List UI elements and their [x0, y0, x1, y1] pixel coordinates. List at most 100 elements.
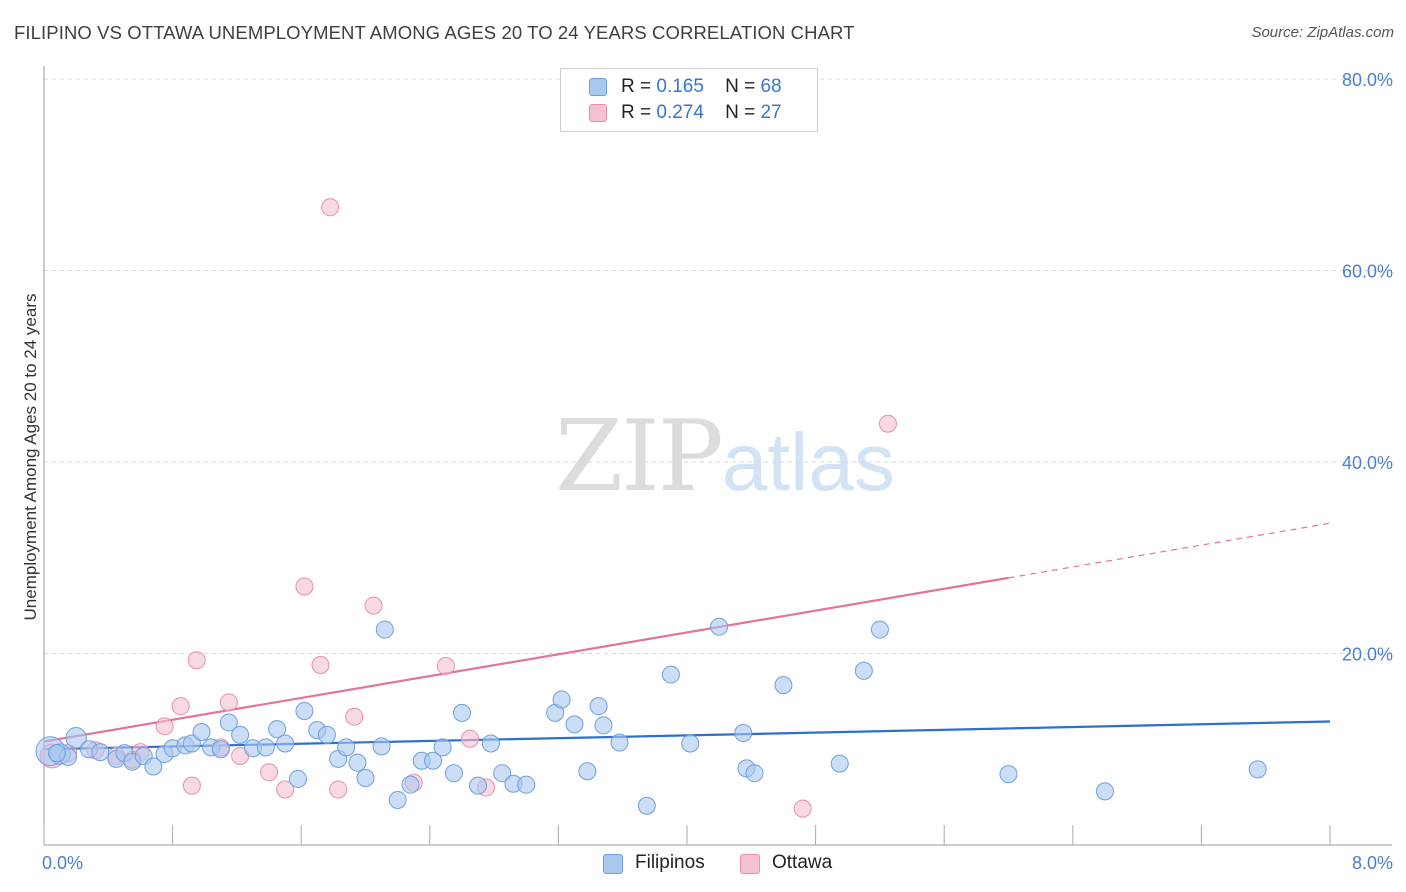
x-tick-label: 0.0%	[42, 853, 83, 873]
point-filipinos	[469, 776, 488, 795]
tick-labels: 20.0% 40.0% 60.0% 80.0% 0.0% 8.0%	[42, 70, 1393, 873]
point-filipinos	[999, 765, 1018, 784]
point-filipinos	[91, 743, 110, 762]
legend-n-value-filipinos: 68	[760, 76, 782, 97]
point-filipinos	[1248, 760, 1267, 779]
point-filipinos	[589, 697, 608, 716]
legend-n-label: N =	[725, 102, 756, 123]
point-filipinos	[295, 701, 314, 720]
point-filipinos	[452, 703, 471, 722]
point-filipinos	[745, 764, 764, 783]
point-filipinos	[192, 723, 211, 742]
bottom-legend-label-ottawa: Ottawa	[772, 852, 833, 873]
point-filipinos	[182, 734, 201, 753]
point-filipinos	[493, 764, 512, 783]
bottom-swatch-filipinos	[603, 854, 623, 874]
point-filipinos	[481, 734, 500, 753]
point-filipinos	[348, 753, 367, 772]
point-filipinos	[424, 751, 443, 770]
point-filipinos	[637, 796, 656, 815]
legend-swatch-ottawa	[589, 104, 607, 122]
point-filipinos	[231, 725, 250, 744]
y-tick-label: 40.0%	[1342, 453, 1393, 473]
y-tick-label: 80.0%	[1342, 70, 1393, 90]
point-filipinos	[661, 665, 680, 684]
point-filipinos	[356, 768, 375, 787]
trend-line-ottawa	[43, 576, 1009, 743]
point-filipinos	[565, 715, 584, 734]
point-filipinos	[317, 725, 336, 744]
point-filipinos	[288, 769, 307, 788]
data-points	[35, 198, 1267, 818]
point-ottawa	[460, 729, 479, 748]
point-ottawa	[187, 651, 206, 670]
point-ottawa	[878, 414, 897, 433]
point-filipinos	[256, 738, 275, 757]
point-filipinos	[388, 790, 407, 809]
point-filipinos	[276, 734, 295, 753]
point-ottawa	[793, 799, 812, 818]
point-ottawa	[345, 707, 364, 726]
point-filipinos	[268, 720, 287, 739]
y-axis-label: Unemployment Among Ages 20 to 24 years	[21, 294, 40, 621]
x-tick-label: 8.0%	[1352, 853, 1393, 873]
point-filipinos	[444, 764, 463, 783]
trend-lines	[43, 522, 1331, 751]
point-filipinos	[517, 775, 536, 794]
y-tick-label: 60.0%	[1342, 262, 1393, 282]
point-ottawa	[321, 198, 340, 217]
watermark-zip: ZIP	[555, 400, 724, 514]
point-filipinos	[372, 737, 391, 756]
point-filipinos	[65, 727, 87, 749]
point-filipinos	[594, 716, 613, 735]
chart-title: FILIPINO VS OTTAWA UNEMPLOYMENT AMONG AG…	[14, 22, 855, 43]
source-label: Source: ZipAtlas.com	[1251, 24, 1394, 41]
point-ottawa	[295, 577, 314, 596]
grid-lines	[44, 78, 1392, 654]
legend-r-label: R =	[621, 76, 652, 97]
point-ottawa	[219, 693, 238, 712]
legend-n-label: N =	[725, 76, 756, 97]
legend-r-value-filipinos: 0.165	[656, 76, 704, 97]
axes	[43, 66, 1392, 846]
correlation-legend: R = 0.165 N = 68 R = 0.274 N = 27	[560, 68, 818, 132]
legend-n-value-ottawa: 27	[760, 102, 782, 123]
trend-line-ottawa-projection	[1008, 522, 1331, 579]
legend-r-label: R =	[621, 102, 652, 123]
point-filipinos	[830, 754, 849, 773]
legend-swatch-filipinos	[589, 78, 607, 96]
point-filipinos	[144, 757, 163, 776]
point-filipinos	[552, 690, 571, 709]
bottom-swatch-ottawa	[740, 854, 760, 874]
point-filipinos	[681, 734, 700, 753]
point-ottawa	[276, 780, 295, 799]
watermark: ZIPatlas	[555, 400, 895, 514]
point-filipinos	[578, 762, 597, 781]
bottom-legend-label-filipinos: Filipinos	[635, 852, 705, 873]
point-ottawa	[364, 596, 383, 615]
point-ottawa	[436, 656, 455, 675]
y-tick-label: 20.0%	[1342, 645, 1393, 665]
point-filipinos	[870, 620, 889, 639]
point-filipinos	[47, 744, 66, 763]
legend-r-value-ottawa: 0.274	[656, 102, 704, 123]
point-filipinos	[337, 738, 356, 757]
point-ottawa	[182, 776, 201, 795]
point-filipinos	[1095, 782, 1114, 801]
point-filipinos	[710, 617, 729, 636]
point-filipinos	[734, 723, 753, 742]
point-filipinos	[375, 620, 394, 639]
point-filipinos	[854, 661, 873, 680]
point-ottawa	[329, 780, 348, 799]
point-ottawa	[260, 763, 279, 782]
point-filipinos	[211, 740, 230, 759]
point-filipinos	[401, 775, 420, 794]
point-filipinos	[433, 738, 452, 757]
point-ottawa	[171, 697, 190, 716]
point-filipinos	[774, 676, 793, 695]
point-filipinos	[610, 733, 629, 752]
point-filipinos	[219, 713, 238, 732]
point-ottawa	[311, 655, 330, 674]
point-ottawa	[155, 717, 174, 736]
